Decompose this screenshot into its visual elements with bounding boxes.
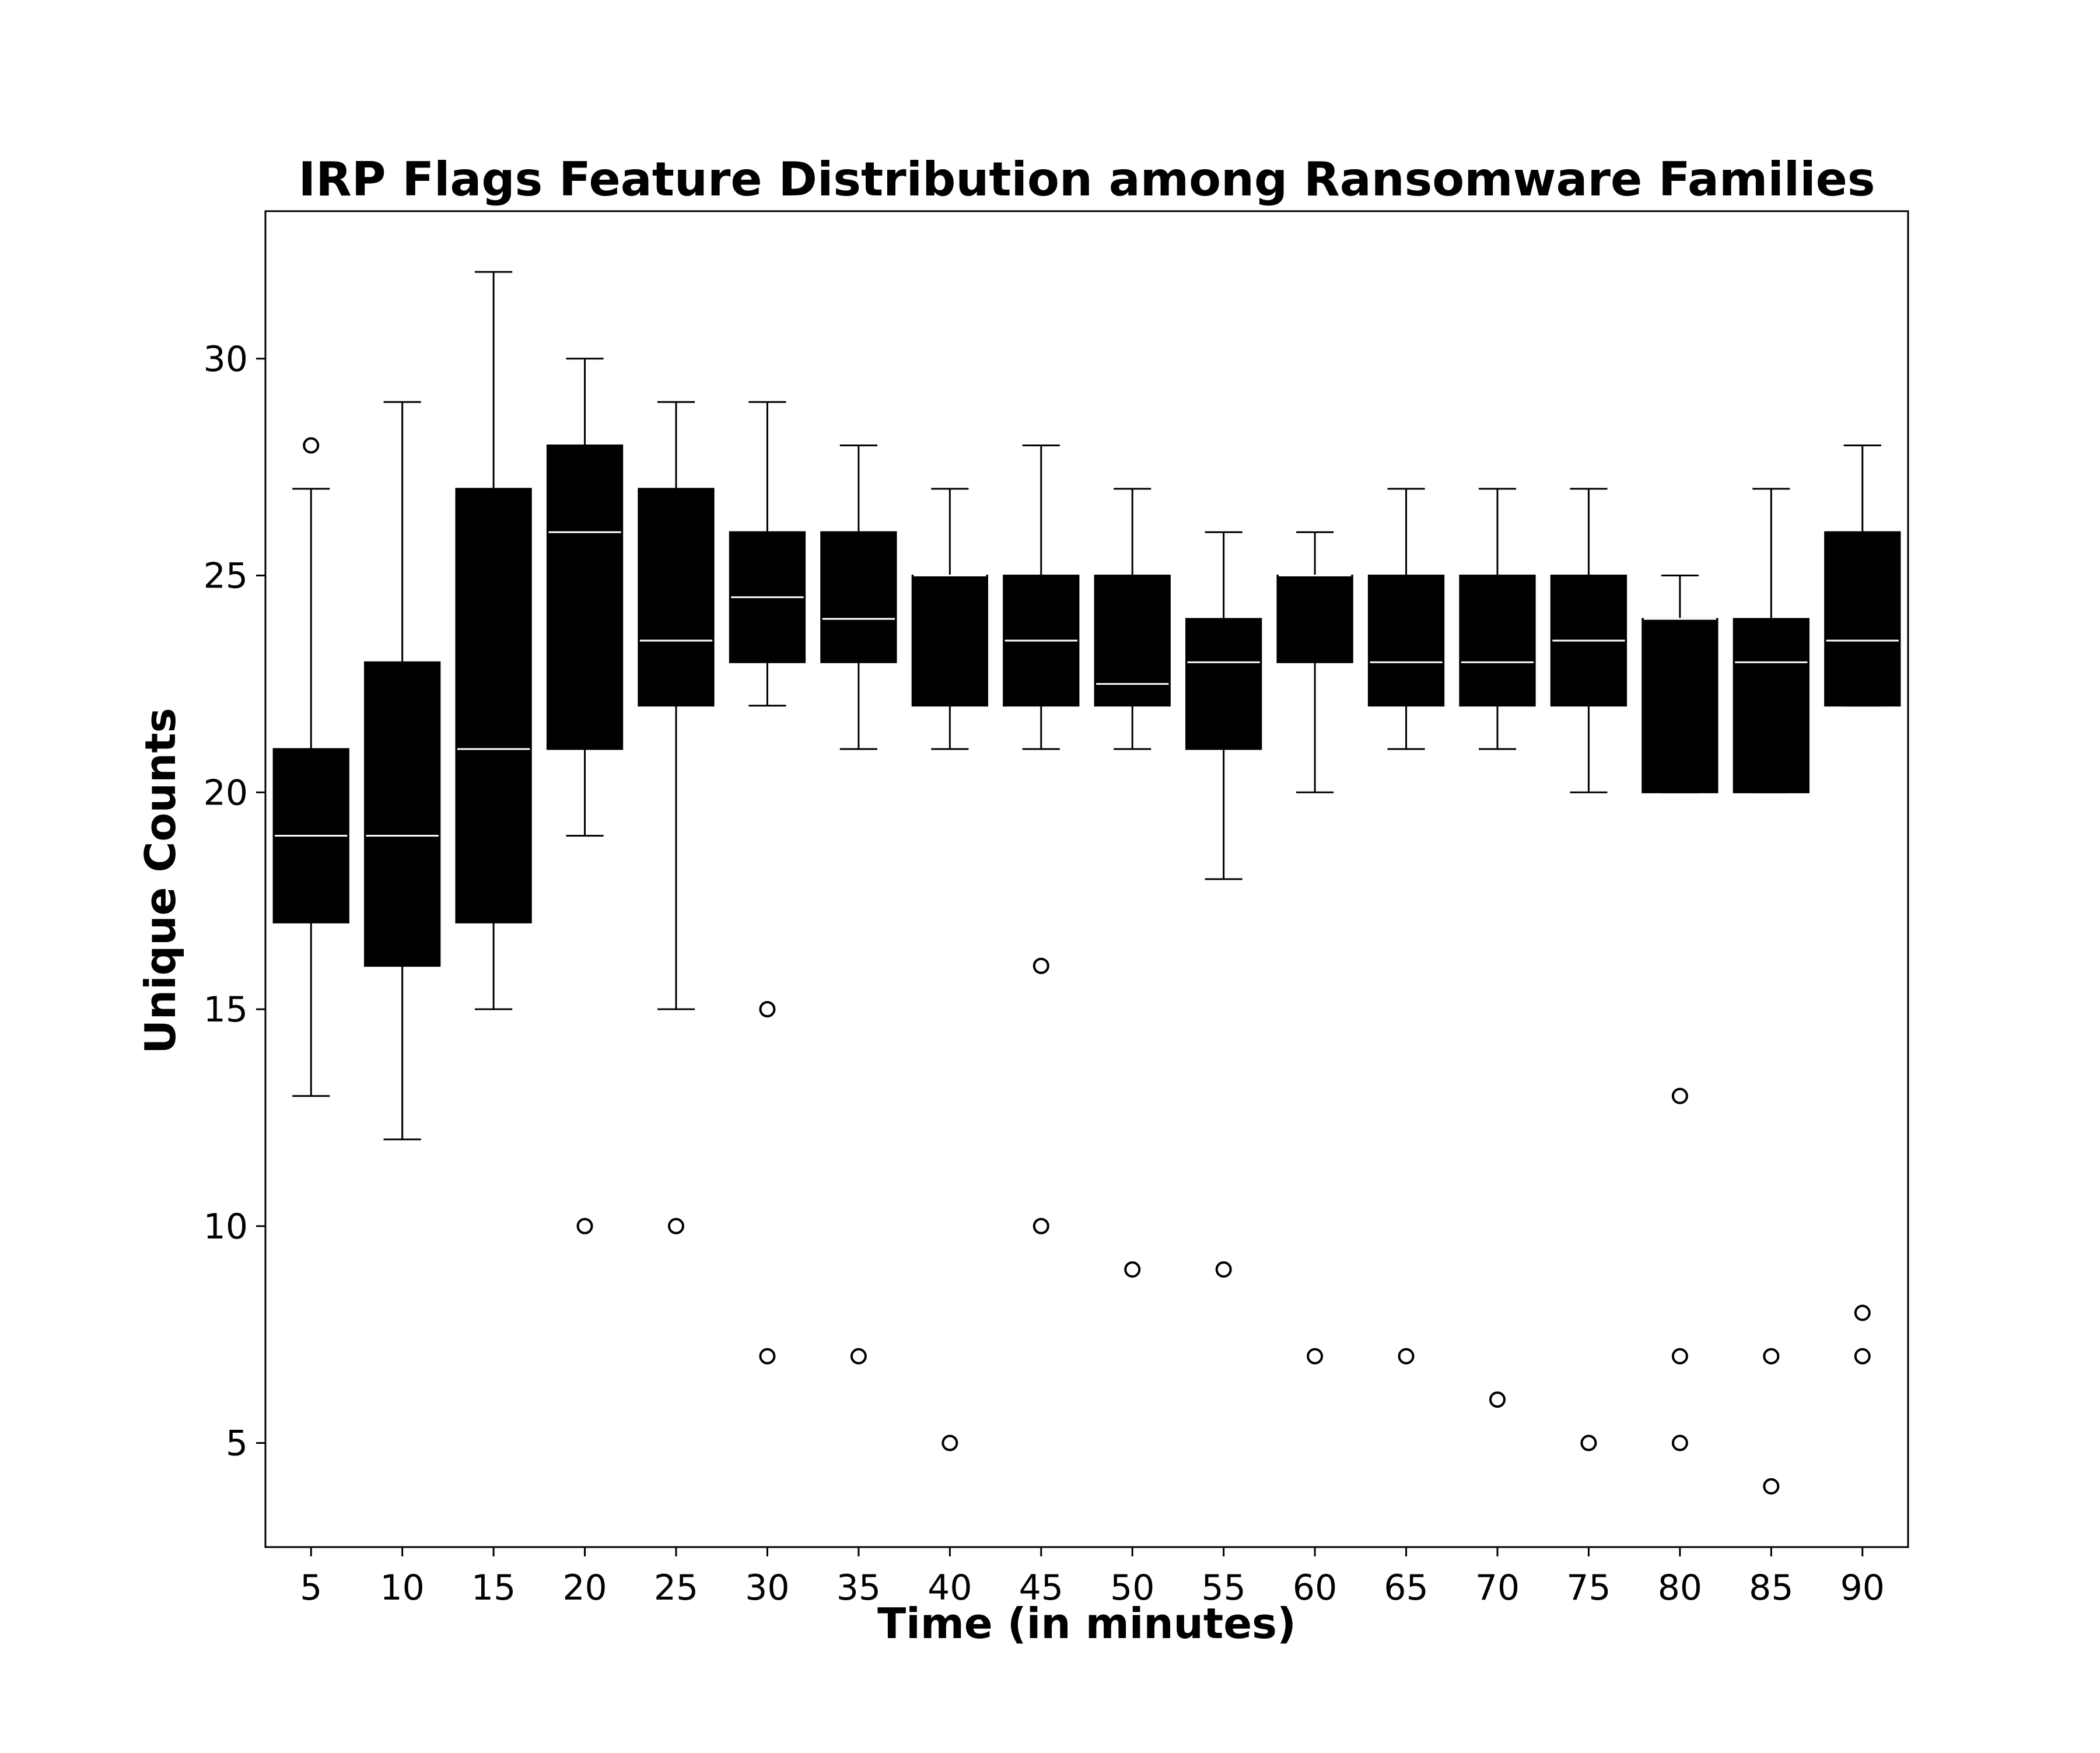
outlier-point (576, 1217, 593, 1234)
y-tick-label: 25 (204, 556, 248, 597)
outlier-point (1671, 1348, 1688, 1364)
outlier-point (759, 1001, 776, 1018)
box (1276, 575, 1353, 663)
y-axis-label: Unique Counts (136, 708, 185, 1054)
box (1642, 618, 1718, 793)
outlier-point (1307, 1348, 1324, 1364)
box (911, 575, 988, 707)
box (820, 531, 897, 663)
x-tick-label: 30 (745, 1567, 789, 1608)
box (1094, 575, 1171, 707)
outlier-point (1124, 1261, 1141, 1278)
outlier-point (1215, 1261, 1232, 1278)
chart-title: IRP Flags Feature Distribution among Ran… (298, 152, 1875, 207)
plot-frame (264, 210, 1909, 1548)
plot-area: 5 10 15 20 25 30 5 10 15 20 25 30 35 40 45 50 55 60 65 70 75… (204, 271, 1901, 1608)
outlier-point (850, 1348, 867, 1364)
x-tick-label: 90 (1840, 1567, 1885, 1608)
outlier-point (1671, 1087, 1688, 1104)
box (638, 488, 715, 707)
box (364, 661, 441, 967)
x-tick-label: 70 (1475, 1567, 1520, 1608)
x-tick-label: 40 (928, 1567, 972, 1608)
x-tick-label: 60 (1293, 1567, 1337, 1608)
x-tick-label: 75 (1566, 1567, 1611, 1608)
x-tick-label: 45 (1019, 1567, 1063, 1608)
x-tick-label: 80 (1658, 1567, 1702, 1608)
outlier-point (1763, 1348, 1780, 1364)
outlier-point (942, 1434, 958, 1451)
outlier-point (1398, 1348, 1415, 1364)
x-tick-label: 20 (562, 1567, 607, 1608)
outlier-point (1854, 1304, 1871, 1321)
outlier-point (1580, 1434, 1597, 1451)
outlier-point (1763, 1478, 1780, 1495)
x-tick-label: 5 (300, 1567, 322, 1608)
x-tick-label: 50 (1110, 1567, 1154, 1608)
outlier-point (668, 1217, 684, 1234)
y-tick-label: 20 (204, 772, 248, 813)
box (546, 444, 624, 750)
x-tick-label: 65 (1384, 1567, 1428, 1608)
x-tick-label: 10 (380, 1567, 424, 1608)
box (455, 488, 532, 923)
outlier-point (1489, 1391, 1506, 1408)
box (1367, 575, 1445, 707)
x-tick-label: 55 (1201, 1567, 1245, 1608)
outlier-point (759, 1348, 776, 1364)
outlier-point (1671, 1434, 1688, 1451)
x-axis-label: Time (in minutes) (877, 1599, 1296, 1648)
x-tick-label: 15 (471, 1567, 516, 1608)
y-tick-label: 15 (204, 989, 248, 1030)
outlier-point (303, 437, 320, 454)
outlier-point (1854, 1348, 1871, 1364)
box (1824, 531, 1901, 707)
box (1732, 618, 1810, 793)
box (1459, 575, 1536, 707)
outlier-point (1032, 957, 1049, 974)
y-tick-label: 5 (226, 1423, 248, 1464)
x-tick-label: 25 (654, 1567, 698, 1608)
y-tick-label: 30 (204, 339, 248, 380)
box (1185, 618, 1262, 750)
x-tick-label: 35 (836, 1567, 881, 1608)
outlier-point (1032, 1217, 1049, 1234)
x-tick-label: 85 (1749, 1567, 1793, 1608)
y-tick-label: 10 (204, 1206, 248, 1247)
